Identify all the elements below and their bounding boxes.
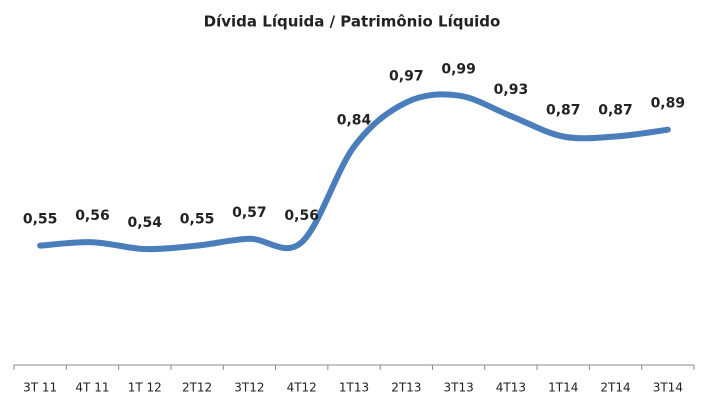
x-tick-label: 1T13 [339,381,369,395]
data-label: 0,55 [23,212,58,228]
x-tick-label: 2T13 [391,381,421,395]
data-label: 0,87 [598,102,633,118]
data-label: 0,99 [441,62,476,78]
chart-title: Dívida Líquida / Patrimônio Líquido [204,13,501,31]
data-label: 0,55 [180,212,215,228]
x-tick-label: 3T14 [653,381,683,395]
x-tick-label: 4T13 [496,381,526,395]
x-tick-label: 1T14 [548,381,578,395]
data-label: 0,89 [651,96,686,112]
data-label: 0,87 [546,102,581,118]
x-tick-label: 3T 11 [23,381,57,395]
data-label: 0,57 [232,205,267,221]
x-tick-label: 2T14 [600,381,630,395]
data-label: 0,54 [127,215,162,231]
x-tick-label: 2T12 [182,381,212,395]
data-label: 0,56 [75,208,110,224]
x-tick-label: 3T12 [234,381,264,395]
data-label: 0,56 [284,208,319,224]
data-label: 0,97 [389,68,424,84]
x-tick-label: 1T 12 [128,381,162,395]
x-tick-label: 4T 11 [75,381,109,395]
x-tick-label: 3T13 [443,381,473,395]
data-label: 0,93 [494,82,529,98]
line [37,91,671,253]
data-label: 0,84 [337,113,372,129]
x-tick-label: 4T12 [287,381,317,395]
